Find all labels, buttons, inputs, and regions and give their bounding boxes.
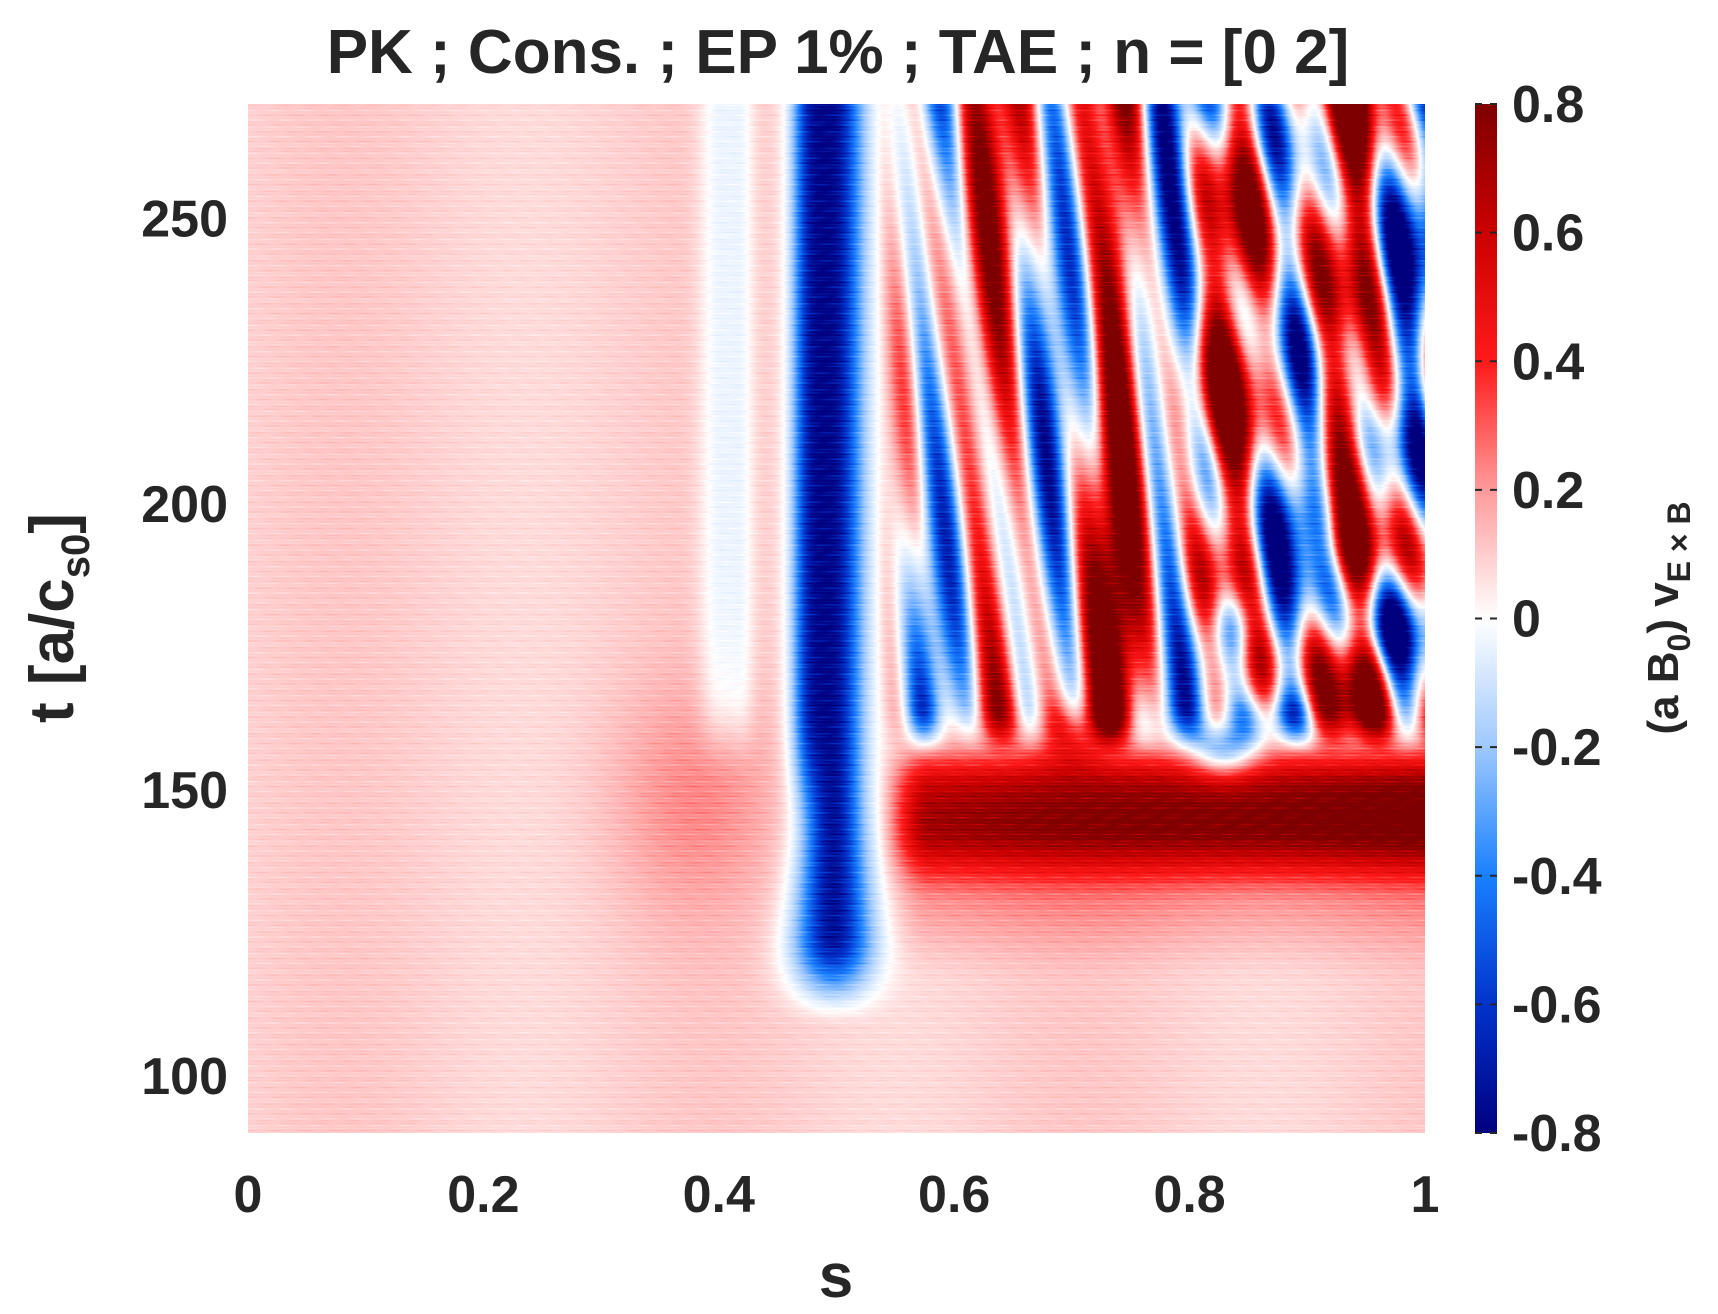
x-tick-label: 0.6 (918, 1166, 990, 1224)
colorbar-tick-label: 0.2 (1512, 462, 1584, 520)
colorbar-tick-label: 0.6 (1512, 205, 1584, 263)
y-tick-label: 100 (141, 1048, 228, 1106)
x-tick-label: 0 (234, 1166, 263, 1224)
x-tick-label: 0.8 (1153, 1166, 1225, 1224)
colorbar-tick-label: 0 (1512, 591, 1541, 649)
colorbar-tick-label: -0.6 (1512, 976, 1602, 1034)
colorbar: -0.8 -0.6 -0.4 -0.2 0 0.2 0.4 0.6 0.8 (1475, 76, 1602, 1163)
y-axis-label-close: ] (18, 513, 87, 534)
plot-area (248, 104, 1425, 1133)
x-axis-label: s (819, 1242, 853, 1311)
colorbar-label-sub2: E × B (1661, 501, 1697, 582)
colorbar-label-sub1: 0 (1661, 634, 1697, 652)
colorbar-label-mid: ) v (1639, 582, 1688, 634)
svg-text:(a B0) vE × B: (a B0) vE × B (1639, 501, 1697, 734)
x-axis: 0 0.2 0.4 0.6 0.8 1 (234, 1166, 1440, 1224)
colorbar-tick-label: -0.8 (1512, 1105, 1602, 1163)
heatmap (248, 104, 1425, 1133)
y-axis-label-subscript: s0 (54, 534, 98, 579)
y-tick-label: 250 (141, 190, 228, 248)
y-axis-label-main: t [a/c (18, 578, 87, 723)
x-tick-label: 1 (1411, 1166, 1440, 1224)
y-tick-label: 200 (141, 476, 228, 534)
colorbar-tick-label: 0.8 (1512, 76, 1584, 134)
colorbar-tick-label: -0.4 (1512, 848, 1602, 906)
colorbar-label-pre: (a B (1639, 651, 1688, 734)
x-tick-label: 0.2 (447, 1166, 519, 1224)
y-axis-label: t [a/cs0] (18, 513, 98, 723)
chart-title: PK ; Cons. ; EP 1% ; TAE ; n = [0 2] (327, 18, 1350, 87)
colorbar-label: (a B0) vE × B (1639, 501, 1697, 734)
x-tick-label: 0.4 (683, 1166, 755, 1224)
colorbar-tick-label: 0.4 (1512, 333, 1584, 391)
svg-text:t [a/cs0]: t [a/cs0] (18, 513, 98, 723)
colorbar-tick-label: -0.2 (1512, 719, 1602, 777)
y-axis: 100 150 200 250 (141, 190, 228, 1106)
colorbar-ticks: -0.8 -0.6 -0.4 -0.2 0 0.2 0.4 0.6 0.8 (1475, 76, 1602, 1163)
y-tick-label: 150 (141, 762, 228, 820)
